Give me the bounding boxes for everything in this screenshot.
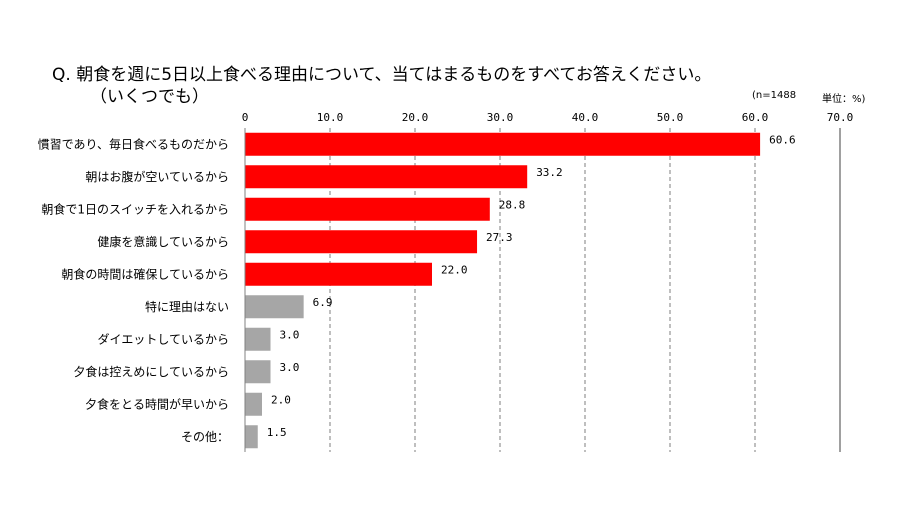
value-label: 33.2 [536, 166, 563, 179]
x-tick-label: 0 [242, 111, 249, 124]
bars [245, 132, 761, 449]
category-label: 慣習であり、毎日食べるものだから [38, 136, 229, 151]
bar [245, 262, 432, 286]
x-axis-ticks: 0 10.0 20.0 30.0 40.0 50.0 60.0 70.0 [242, 111, 854, 124]
chart-title: Q. 朝食を週に5日以上食べる理由について、当てはまるものをすべてお答えください… [52, 65, 712, 85]
category-label: 夕食をとる時間が早いから [85, 396, 229, 411]
value-label: 22.0 [441, 263, 468, 276]
value-label: 3.0 [280, 361, 300, 374]
bar [245, 295, 304, 319]
x-tick-label: 10.0 [317, 111, 344, 124]
bar [245, 392, 262, 416]
x-tick-label: 20.0 [402, 111, 429, 124]
sample-size-note: (n=1488 [752, 90, 797, 101]
x-tick-label: 40.0 [572, 111, 599, 124]
category-label: 健康を意識しているから [97, 234, 229, 249]
bar [245, 230, 478, 254]
category-label: その他： [181, 430, 229, 444]
value-label: 1.5 [267, 426, 287, 439]
unit-note: 単位：%) [822, 94, 866, 105]
category-label: 夕食は控えめにしているから [73, 364, 229, 379]
value-label: 27.3 [486, 231, 513, 244]
x-tick-label: 30.0 [487, 111, 514, 124]
x-tick-label: 60.0 [742, 111, 769, 124]
value-label: 60.6 [769, 133, 796, 146]
x-tick-label: 70.0 [827, 111, 854, 124]
category-labels: 慣習であり、毎日食べるものだから朝はお腹が空いているから朝食で1日のスイッチを入… [38, 136, 229, 444]
bar [245, 425, 258, 449]
value-labels: 60.6 33.2 28.8 27.3 22.0 6.9 3.0 3.0 2.0 1.5 [267, 133, 796, 439]
value-label: 2.0 [271, 393, 291, 406]
bar [245, 197, 490, 221]
x-tick-label: 50.0 [657, 111, 684, 124]
bar [245, 165, 528, 189]
category-label: 朝食の時間は確保しているから [61, 266, 229, 281]
category-label: 朝はお腹が空いているから [85, 169, 229, 184]
bar [245, 132, 761, 156]
value-label: 3.0 [280, 328, 300, 341]
category-label: 特に理由はない [145, 299, 229, 314]
category-label: ダイエットしているから [97, 331, 229, 346]
value-label: 6.9 [313, 296, 333, 309]
category-label: 朝食で1日のスイッチを入れるから [41, 201, 229, 216]
bar [245, 327, 271, 351]
gridlines [329, 128, 841, 452]
chart-subtitle: （いくつでも） [90, 87, 209, 107]
bar [245, 360, 271, 384]
value-label: 28.8 [499, 198, 526, 211]
